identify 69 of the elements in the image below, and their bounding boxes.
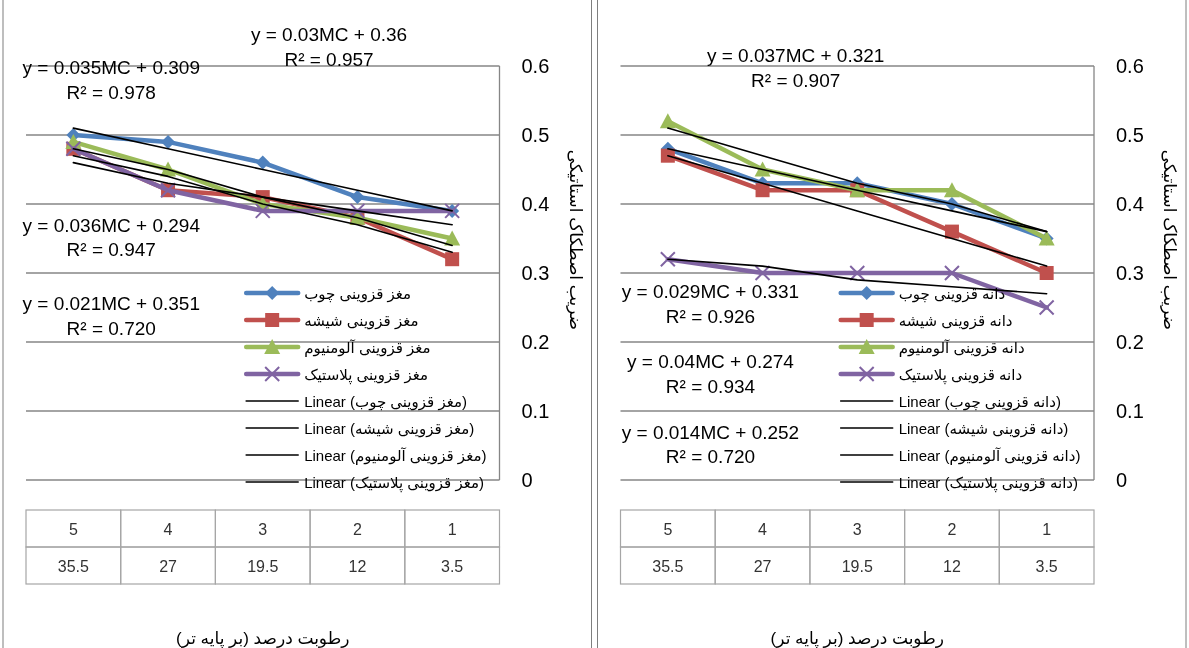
annotation: y = 0.03MC + 0.36 R² = 0.957 [250, 24, 408, 70]
legend-label: Linear (مغز قزوینی چوب) [304, 393, 467, 411]
legend-label: دانه قزوینی پلاستیک [898, 366, 1023, 385]
point [349, 202, 366, 219]
annotation: y = 0.04MC + 0.274 R² = 0.934 [627, 351, 795, 397]
point [944, 224, 959, 239]
y-tick-label: 0.3 [521, 262, 550, 284]
point [754, 265, 771, 281]
legend-label: مغز قزوینی آلومنیوم [304, 339, 431, 357]
category-label: 3 19.5 [841, 521, 873, 575]
legend-label: Linear (دانه قزوینی چوب) [898, 393, 1061, 411]
y-tick-label: 0 [1116, 469, 1128, 491]
y-tick-label: 0.2 [521, 331, 550, 353]
y-tick-label: 0.5 [1116, 124, 1144, 146]
x-axis-title: رطوبت درصد (بر پایه تر) [770, 629, 944, 648]
y-axis-title: ضریب اصطکاک استاتیکی [1160, 149, 1179, 331]
x-axis-title: رطوبت درصد (بر پایه تر) [176, 629, 350, 648]
y-tick-label: 0.1 [1116, 400, 1144, 422]
point [1039, 266, 1054, 280]
legend-label: دانه قزوینی چوب [898, 285, 1006, 303]
annotation: y = 0.029MC + 0.331 R² = 0.926 [621, 280, 800, 327]
point [1038, 299, 1055, 316]
legend-label: مغز قزوینی چوب [304, 285, 412, 303]
category-label: 2 12 [943, 521, 961, 575]
point [755, 183, 770, 198]
annotation: y = 0.014MC + 0.252 R² = 0.720 [621, 421, 800, 468]
legend-label: Linear (مغز قزوینی آلومنیوم) [304, 447, 487, 465]
point [659, 251, 676, 268]
category-label: 1 3.5 [441, 521, 464, 575]
point [849, 265, 866, 281]
y-tick-label: 0.4 [1116, 193, 1144, 215]
point [350, 190, 365, 205]
annotation: y = 0.035MC + 0.309 R² = 0.978 [22, 57, 200, 103]
y-tick-label: 0.6 [1116, 55, 1144, 77]
legend-label: Linear (دانه قزوینی پلاستیک) [898, 474, 1079, 493]
point [943, 265, 960, 281]
annotation: y = 0.021MC + 0.351 R² = 0.720 [22, 293, 200, 339]
legend-label: Linear (مغز قزوینی شیشه) [304, 420, 475, 438]
y-tick-label: 0.6 [521, 55, 550, 77]
category-label: 2 12 [348, 521, 367, 575]
category-label: 5 35.5 [652, 521, 684, 575]
annotation: y = 0.036MC + 0.294 R² = 0.947 [22, 214, 201, 261]
legend-label: Linear (دانه قزوینی شیشه) [898, 420, 1069, 438]
point [444, 230, 461, 246]
y-tick-label: 0.3 [1116, 262, 1144, 284]
legend-label: دانه قزوینی شیشه [898, 312, 1013, 330]
y-axis-title: ضریب اصطکاک استاتیکی [565, 149, 585, 331]
point [161, 134, 176, 149]
category-label: 1 3.5 [1035, 521, 1058, 575]
category-label: 4 27 [159, 521, 177, 575]
point [254, 202, 271, 219]
legend-label: Linear (مغز قزوینی پلاستیک) [304, 474, 484, 493]
point [659, 113, 676, 129]
annotation: y = 0.037MC + 0.321 R² = 0.907 [706, 44, 885, 91]
point [943, 182, 960, 198]
category-label: 3 19.5 [247, 521, 279, 575]
y-tick-label: 0 [521, 469, 533, 491]
y-tick-label: 0.4 [521, 193, 550, 215]
legend-label: مغز قزوینی شیشه [304, 312, 419, 330]
legend-label: مغز قزوینی پلاستیک [304, 366, 429, 385]
point [445, 252, 460, 267]
legend-label: Linear (دانه قزوینی آلومنیوم) [898, 447, 1081, 465]
legend-label: دانه قزوینی آلومنیوم [898, 339, 1025, 357]
y-tick-label: 0.2 [1116, 331, 1144, 353]
category-label: 5 35.5 [57, 521, 89, 575]
y-tick-label: 0.5 [521, 124, 550, 146]
point [255, 155, 270, 170]
category-label: 4 27 [753, 521, 772, 575]
y-tick-label: 0.1 [521, 400, 550, 422]
